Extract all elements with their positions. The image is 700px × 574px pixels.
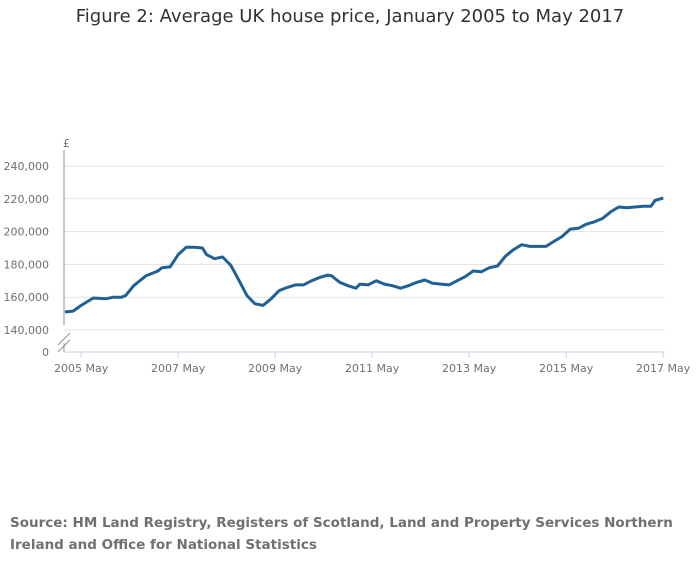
y-tick-label: 220,000 bbox=[4, 193, 50, 206]
y-tick-label: 200,000 bbox=[4, 226, 50, 239]
y-tick-label: 0 bbox=[42, 346, 49, 359]
x-tick-label: 2017 May bbox=[636, 362, 691, 375]
x-tick-label: 2015 May bbox=[539, 362, 594, 375]
gridlines bbox=[64, 165, 665, 331]
x-axis-ticks: 2005 May 2007 May 2009 May 2011 May 2013 May… bbox=[54, 352, 691, 375]
y-tick-label: 180,000 bbox=[4, 258, 50, 271]
y-tick-label: 160,000 bbox=[4, 291, 50, 304]
y-axis-ticks: 240,000 220,000 200,000 180,000 160,000 140,0… bbox=[4, 160, 50, 359]
line-chart: 240,000 220,000 200,000 180,000 160,000 140,0… bbox=[4, 137, 691, 375]
y-axis-label: £ bbox=[63, 137, 70, 150]
axis-break-icon bbox=[57, 332, 71, 353]
source-note: Source: HM Land Registry, Registers of S… bbox=[10, 515, 673, 553]
chart-title: Figure 2: Average UK house price, Januar… bbox=[75, 6, 625, 27]
series-line bbox=[64, 196, 664, 314]
x-tick-label: 2011 May bbox=[345, 362, 400, 375]
x-tick-label: 2005 May bbox=[54, 362, 109, 375]
x-tick-label: 2009 May bbox=[248, 362, 303, 375]
x-tick-label: 2007 May bbox=[151, 362, 206, 375]
y-tick-label: 140,000 bbox=[4, 324, 50, 337]
y-tick-label: 240,000 bbox=[4, 160, 50, 173]
x-tick-label: 2013 May bbox=[442, 362, 497, 375]
